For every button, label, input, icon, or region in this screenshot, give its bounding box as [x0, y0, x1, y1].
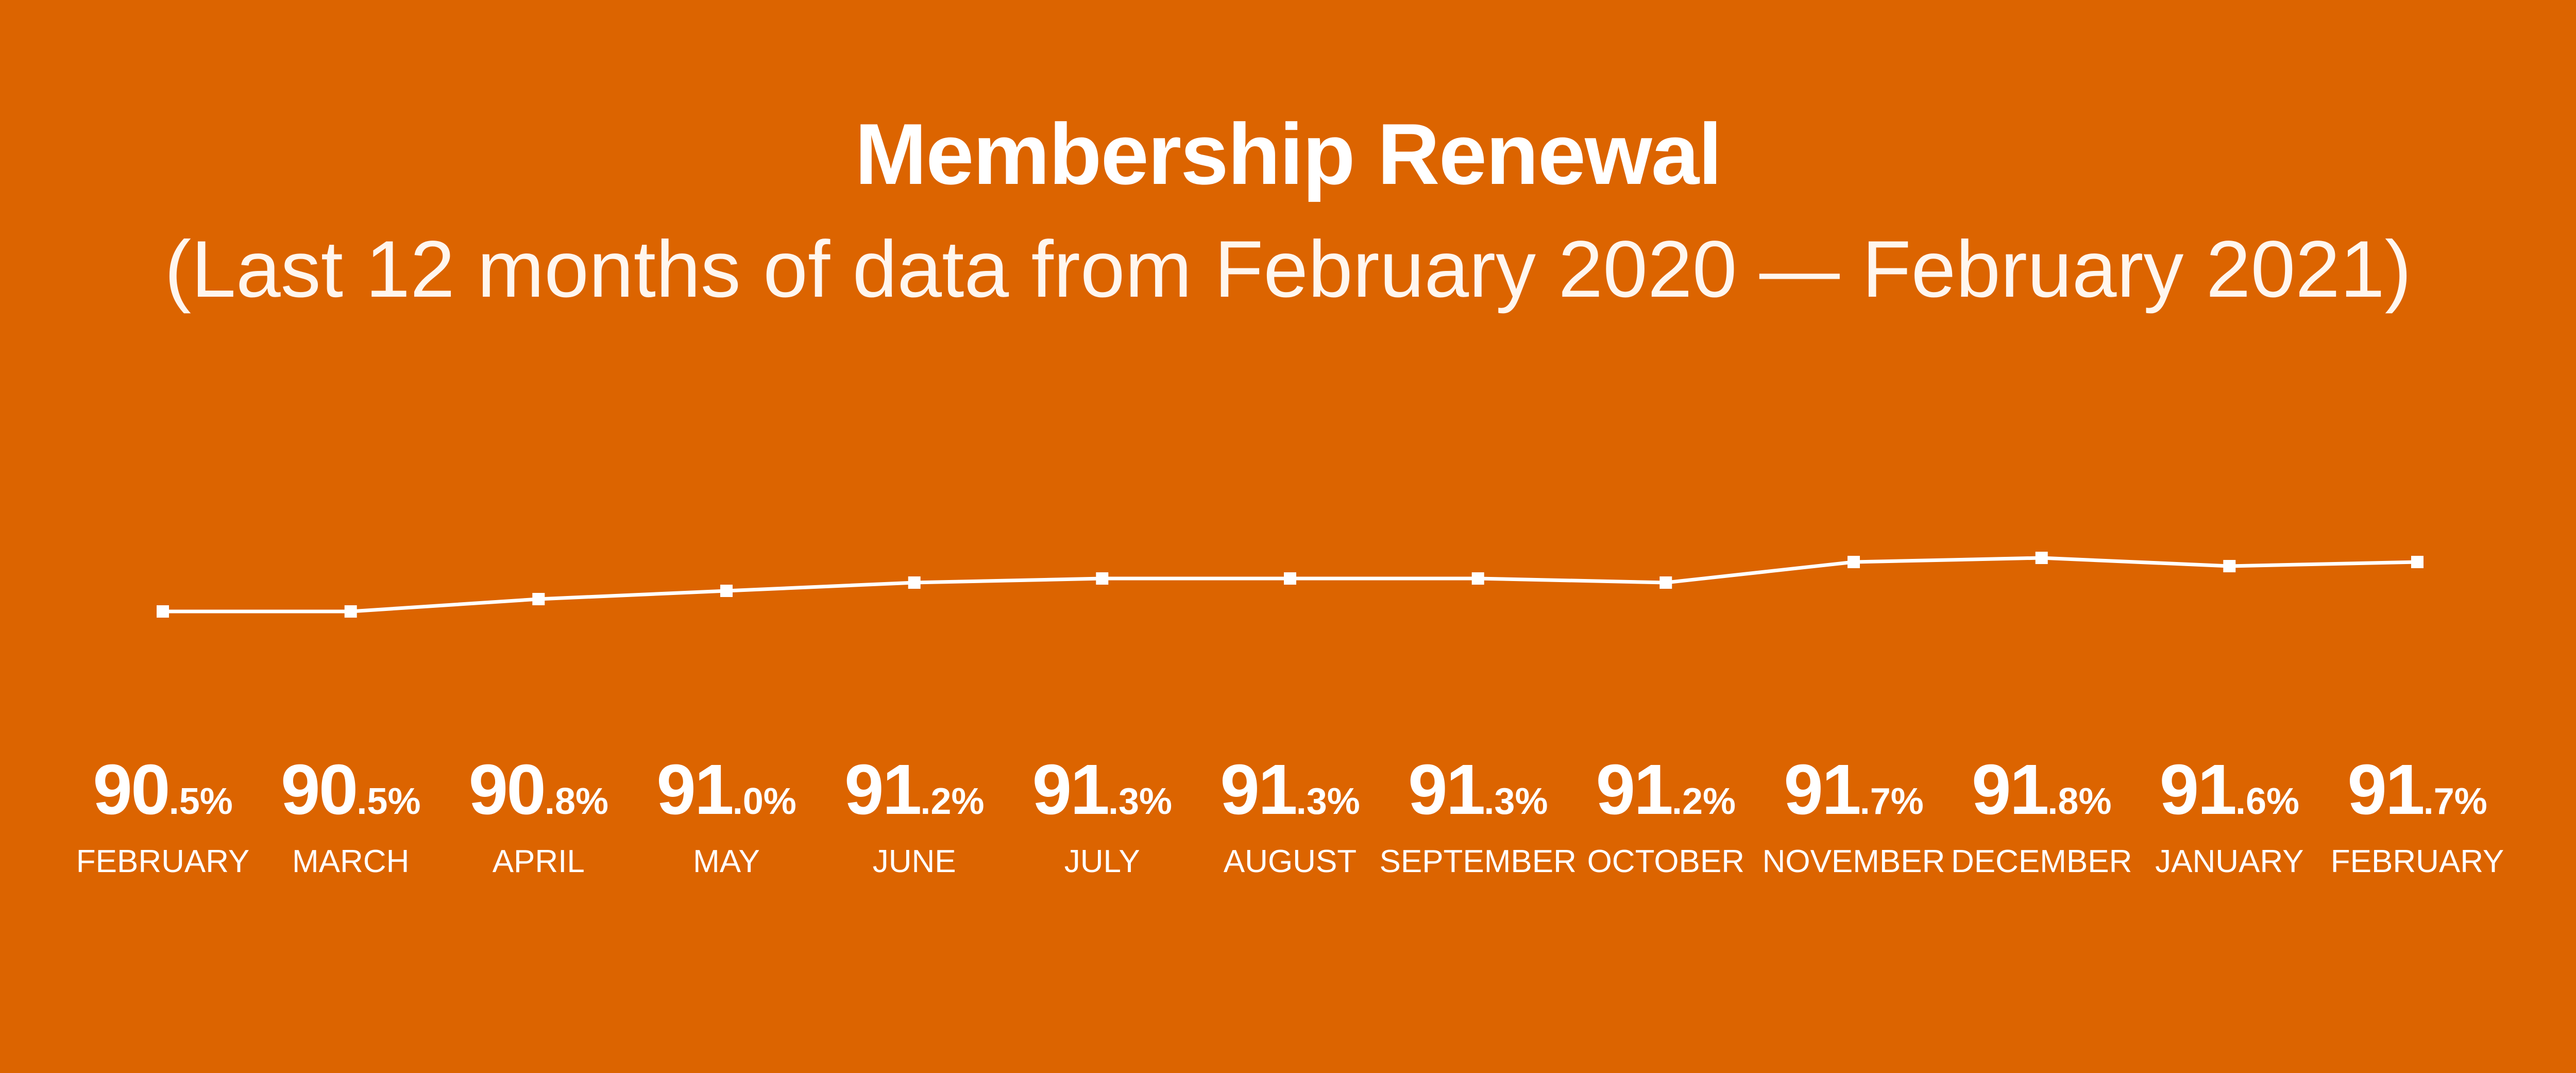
data-label-decimal: .8% — [545, 781, 608, 822]
data-label-decimal: .0% — [733, 781, 796, 822]
chart-subtitle: (Last 12 months of data from February 20… — [164, 225, 2412, 314]
data-point — [1848, 556, 1860, 568]
data-label-decimal: .3% — [1296, 781, 1360, 822]
x-tick-label: MARCH — [292, 844, 409, 879]
data-label-integer: 90 — [469, 750, 545, 829]
data-point — [2411, 556, 2424, 568]
x-tick-label: SEPTEMBER — [1379, 844, 1576, 879]
data-points-layer — [157, 552, 2424, 618]
data-label: 91.2% — [1596, 750, 1736, 829]
data-point — [908, 576, 921, 589]
data-point — [344, 605, 357, 618]
data-label: 91.3% — [1032, 750, 1173, 829]
x-tick-label: DECEMBER — [1951, 844, 2132, 879]
x-tick-label: OCTOBER — [1587, 844, 1744, 879]
data-label-decimal: .5% — [357, 781, 420, 822]
data-point — [720, 585, 733, 597]
data-label-decimal: .2% — [1672, 781, 1736, 822]
data-label-integer: 91 — [1596, 750, 1672, 829]
month-labels-layer: FEBRUARY MARCH APRIL MAY JUNE JULY AUGUST SEPTE… — [76, 844, 2504, 879]
data-label-decimal: .5% — [169, 781, 233, 822]
data-label: 91.3% — [1220, 750, 1360, 829]
data-label-decimal: .3% — [1108, 781, 1172, 822]
data-point — [2223, 560, 2236, 572]
data-label-integer: 91 — [1784, 750, 1860, 829]
data-label: 91.7% — [1784, 750, 1924, 829]
data-point — [1471, 572, 1484, 585]
data-label: 91.2% — [844, 750, 985, 829]
data-labels-layer: 90.5% 90.5% 90.8% 91.0% 91.2% 91.3% 91.3% 91.3%… — [93, 750, 2487, 829]
x-tick-label: AUGUST — [1224, 844, 1357, 879]
x-tick-label: APRIL — [493, 844, 585, 879]
data-label-decimal: .2% — [920, 781, 984, 822]
data-point — [157, 605, 169, 618]
data-label: 91.8% — [1972, 750, 2112, 829]
data-label-integer: 91 — [2347, 750, 2424, 829]
data-point — [532, 593, 545, 605]
data-label-integer: 90 — [93, 750, 169, 829]
data-label: 90.8% — [469, 750, 609, 829]
data-label-decimal: .7% — [2424, 781, 2487, 822]
x-tick-label: NOVEMBER — [1762, 844, 1945, 879]
data-label-integer: 91 — [1220, 750, 1296, 829]
data-point — [1284, 572, 1296, 585]
x-tick-label: MAY — [693, 844, 760, 879]
data-label: 91.3% — [1408, 750, 1548, 829]
data-label-decimal: .6% — [2235, 781, 2299, 822]
data-label: 91.0% — [656, 750, 796, 829]
x-tick-label: JUNE — [873, 844, 956, 879]
data-label-decimal: .3% — [1484, 781, 1548, 822]
data-label-decimal: .7% — [1860, 781, 1924, 822]
data-label-integer: 91 — [1972, 750, 2048, 829]
data-label-integer: 91 — [844, 750, 921, 829]
data-label-integer: 91 — [656, 750, 733, 829]
data-point — [1096, 572, 1109, 585]
data-label: 90.5% — [281, 750, 421, 829]
data-label-integer: 91 — [2160, 750, 2236, 829]
data-point — [1659, 576, 1672, 589]
data-label: 90.5% — [93, 750, 233, 829]
data-label: 91.6% — [2160, 750, 2300, 829]
x-tick-label: FEBRUARY — [76, 844, 250, 879]
data-label-decimal: .8% — [2047, 781, 2111, 822]
data-label: 91.7% — [2347, 750, 2487, 829]
data-label-integer: 91 — [1408, 750, 1484, 829]
x-tick-label: JANUARY — [2155, 844, 2303, 879]
x-tick-label: JULY — [1064, 844, 1140, 879]
chart-title: Membership Renewal — [855, 106, 1722, 202]
x-tick-label: FEBRUARY — [2331, 844, 2504, 879]
data-label-integer: 91 — [1032, 750, 1109, 829]
data-label-integer: 90 — [281, 750, 357, 829]
data-point — [2035, 552, 2048, 564]
